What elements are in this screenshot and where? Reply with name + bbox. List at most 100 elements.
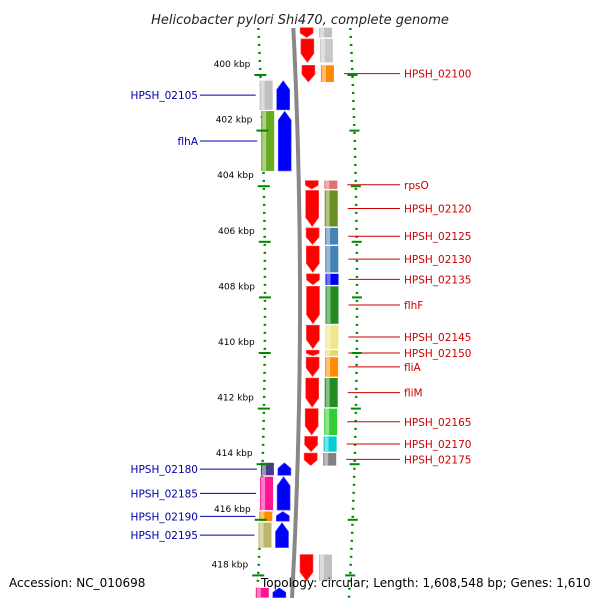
category-bar-highlight bbox=[326, 350, 331, 356]
category-bar-highlight bbox=[320, 27, 325, 38]
tick-layer: 400 kbp 402 kbp 404 kbp 406 kbp 408 kbp 410 k… bbox=[212, 60, 362, 577]
strand-arrow bbox=[276, 80, 291, 111]
guide-line bbox=[347, 27, 359, 599]
gene-label: HPSH_02180 bbox=[131, 464, 198, 476]
gene-rpsO bbox=[304, 180, 338, 190]
accession-text: Accession: NC_010698 bbox=[9, 576, 145, 590]
strand-arrow bbox=[304, 180, 319, 190]
gene-HPSH_02165 bbox=[304, 408, 338, 436]
gene-label: HPSH_02165 bbox=[404, 417, 471, 429]
gene-label: HPSH_02120 bbox=[404, 203, 471, 215]
scale-tick-label: 402 kbp bbox=[216, 116, 253, 126]
gene-label: HPSH_02170 bbox=[404, 439, 471, 451]
gene-label: HPSH_02145 bbox=[404, 332, 471, 344]
strand-arrow bbox=[277, 110, 292, 172]
gene-HPSH_02175 bbox=[303, 452, 337, 466]
gene-label: fliA bbox=[404, 362, 422, 374]
strand-arrow bbox=[277, 462, 292, 476]
gene-label: HPSH_02190 bbox=[131, 511, 198, 523]
gene-HPSH_02145 bbox=[306, 324, 339, 350]
category-bar-highlight bbox=[326, 325, 331, 349]
category-bar bbox=[325, 273, 339, 285]
scale-tick-label: 400 kbp bbox=[214, 60, 251, 70]
category-bar-highlight bbox=[260, 80, 265, 110]
strand-arrow bbox=[299, 27, 314, 38]
scale-tick-label: 406 kbp bbox=[218, 227, 255, 237]
gene-HPSH_02100 bbox=[301, 65, 334, 83]
gene-label: HPSH_02175 bbox=[404, 454, 471, 466]
category-bar-highlight bbox=[324, 436, 329, 452]
strand-arrow bbox=[305, 349, 320, 357]
strand-arrow bbox=[306, 324, 320, 350]
strand-arrow bbox=[275, 511, 290, 522]
category-bar-highlight bbox=[326, 357, 331, 377]
gene-flhF bbox=[306, 285, 339, 325]
strand-arrow bbox=[306, 273, 320, 286]
strand-arrow bbox=[275, 522, 289, 548]
strand-arrow bbox=[306, 285, 320, 325]
gene-label: fliM bbox=[404, 388, 423, 400]
gene-HPSH_02120 bbox=[305, 190, 338, 228]
gene-label: rpsO bbox=[404, 180, 429, 192]
scale-tick-label: 414 kbp bbox=[216, 449, 253, 459]
gene-fliM bbox=[305, 377, 338, 408]
gene-HPSH_02150 bbox=[305, 349, 339, 357]
scale-tick-label: 416 kbp bbox=[214, 505, 251, 515]
strand-arrow bbox=[301, 65, 316, 83]
gene-label: HPSH_02150 bbox=[404, 348, 471, 360]
category-bar-highlight bbox=[324, 453, 329, 466]
category-bar-highlight bbox=[325, 408, 330, 435]
category-bar-highlight bbox=[326, 246, 331, 273]
gene-HPSH_02180 bbox=[260, 462, 292, 476]
strand-arrow bbox=[304, 436, 318, 453]
category-bar-highlight bbox=[326, 286, 331, 324]
category-bar-highlight bbox=[262, 111, 267, 171]
scale-tick-label: 404 kbp bbox=[217, 171, 254, 181]
category-bar-highlight bbox=[261, 476, 266, 511]
gene-label: flhA bbox=[178, 136, 199, 148]
category-bar-highlight bbox=[325, 378, 330, 408]
gene-label: HPSH_02195 bbox=[131, 530, 198, 542]
gene-HPSH_02105 bbox=[259, 80, 291, 111]
gene-label: flhF bbox=[404, 300, 423, 312]
gene-label: HPSH_02130 bbox=[404, 254, 471, 266]
strand-arrow bbox=[303, 452, 318, 466]
category-bar-highlight bbox=[256, 587, 261, 598]
strand-arrow bbox=[305, 356, 320, 378]
strand-arrow bbox=[300, 38, 315, 64]
gene-fliA bbox=[305, 356, 339, 378]
strand-arrow bbox=[304, 408, 319, 436]
gene-HPSH_02135 bbox=[306, 273, 339, 286]
backbone-layer bbox=[290, 27, 302, 599]
gene-HPSH_02170 bbox=[304, 436, 337, 453]
category-bar-highlight bbox=[261, 462, 266, 476]
category-bar-highlight bbox=[320, 38, 325, 63]
gene-unnamed-0 bbox=[299, 27, 333, 38]
gene-label: HPSH_02105 bbox=[131, 90, 198, 102]
scale-tick-label: 410 kbp bbox=[218, 338, 255, 348]
strand-arrow bbox=[305, 190, 320, 228]
strand-arrow bbox=[299, 554, 314, 582]
gene-unnamed-1 bbox=[300, 38, 333, 64]
scale-tick-label: 408 kbp bbox=[218, 282, 255, 292]
category-bar bbox=[319, 27, 333, 38]
genome-backbone bbox=[290, 27, 302, 599]
category-bar bbox=[325, 350, 339, 356]
label-layer: HPSH_02100 HPSH_02105 flhA rpsO HPSH_02120 HP… bbox=[131, 69, 472, 542]
strand-arrow bbox=[276, 476, 291, 511]
gene-label: HPSH_02125 bbox=[404, 231, 471, 243]
gene-unnamed-22 bbox=[299, 554, 332, 582]
gene-flhA bbox=[261, 110, 292, 172]
gene-label: HPSH_02185 bbox=[131, 488, 198, 500]
gene-HPSH_02125 bbox=[305, 227, 339, 246]
category-bar-highlight bbox=[326, 227, 331, 245]
category-bar-highlight bbox=[325, 190, 330, 227]
gene-label: HPSH_02100 bbox=[404, 69, 471, 81]
gene-HPSH_02130 bbox=[305, 245, 339, 273]
gene-label: HPSH_02135 bbox=[404, 274, 471, 286]
strand-arrow bbox=[305, 245, 320, 273]
scale-tick-label: 418 kbp bbox=[212, 560, 249, 570]
strand-arrow bbox=[305, 377, 320, 408]
